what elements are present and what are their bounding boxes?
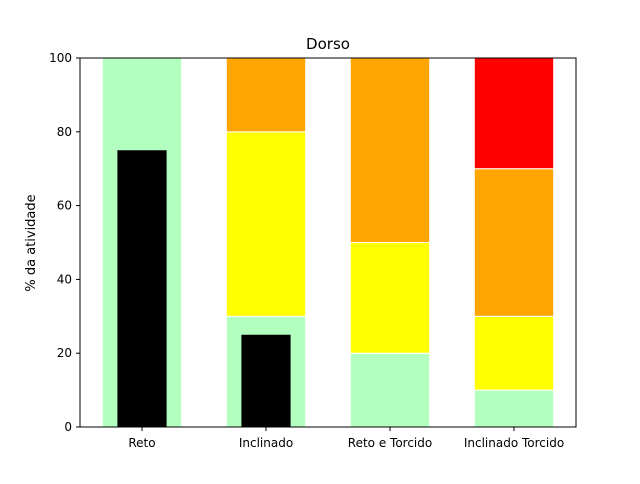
x-tick-label: Inclinado Torcido [464, 436, 564, 450]
overlay-layer [117, 150, 291, 427]
axes-layer: Reto Inclinado Reto e Torcido Inclinado Tor… [49, 51, 577, 450]
y-tick-label: 40 [57, 272, 72, 286]
y-tick-label: 0 [64, 420, 72, 434]
bar-segment [473, 315, 555, 391]
bar-segment [349, 242, 431, 354]
bar-segment [349, 352, 431, 428]
bar-segment [225, 57, 307, 133]
y-tick-label: 60 [57, 199, 72, 213]
overlay-bar [117, 150, 167, 427]
y-tick-label: 20 [57, 346, 72, 360]
x-tick-label: Inclinado [239, 436, 293, 450]
bar-segment [473, 57, 555, 170]
bar-segment [225, 131, 307, 317]
x-tick-label: Reto [128, 436, 155, 450]
y-axis-label: % da atividade [24, 194, 39, 291]
chart-title: Dorso [306, 35, 350, 53]
bar-segment [349, 57, 431, 243]
x-tick-label: Reto e Torcido [348, 436, 432, 450]
bars-layer [101, 57, 555, 428]
y-tick-label: 80 [57, 125, 72, 139]
y-tick-label: 100 [49, 51, 72, 65]
bar-segment [473, 389, 555, 428]
overlay-bar [241, 334, 291, 427]
plot-frame [79, 57, 577, 428]
bar-segment [473, 168, 555, 317]
